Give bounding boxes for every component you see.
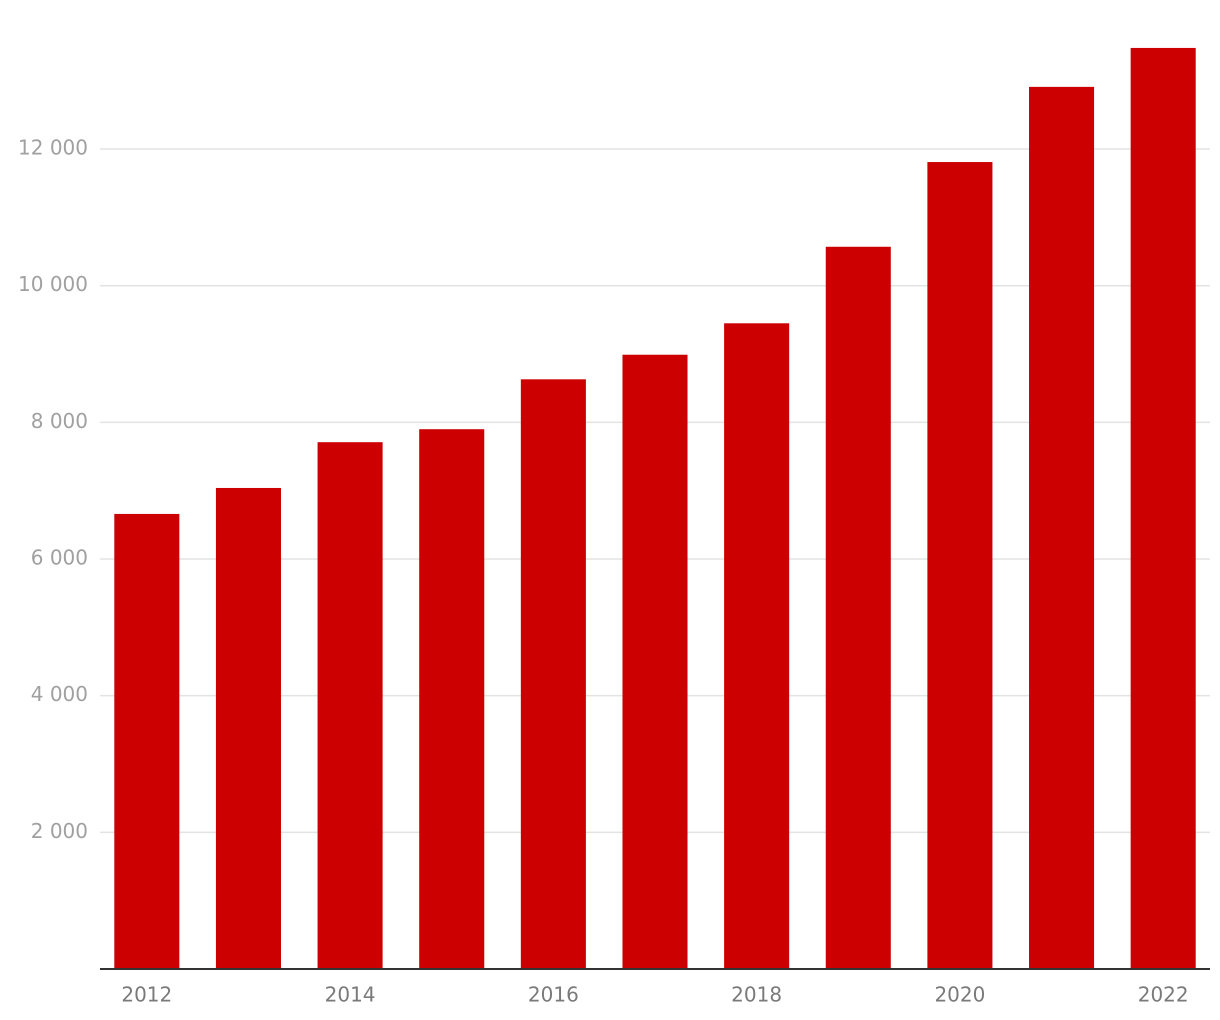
bar (622, 354, 688, 969)
y-tick-label: 2 000 (31, 819, 88, 843)
x-tick-label: 2020 (934, 983, 985, 1007)
y-tick-label: 4 000 (31, 682, 88, 706)
y-tick-label: 6 000 (31, 546, 88, 570)
y-tick-label: 8 000 (31, 409, 88, 433)
bar (724, 323, 790, 969)
x-tick-label: 2022 (1138, 983, 1189, 1007)
x-tick-label: 2014 (325, 983, 376, 1007)
bar (1130, 47, 1196, 970)
bar (825, 246, 891, 970)
x-tick-label: 2018 (731, 983, 782, 1007)
bar (114, 513, 180, 969)
y-tick-label: 12 000 (18, 136, 88, 160)
bar (317, 442, 383, 969)
bar (1029, 86, 1095, 969)
bar (419, 429, 485, 969)
bar (927, 162, 993, 970)
x-tick-label: 2016 (528, 983, 579, 1007)
x-tick-label: 2012 (121, 983, 172, 1007)
bar (520, 379, 586, 969)
y-tick-label: 10 000 (18, 272, 88, 296)
bar (215, 487, 281, 969)
